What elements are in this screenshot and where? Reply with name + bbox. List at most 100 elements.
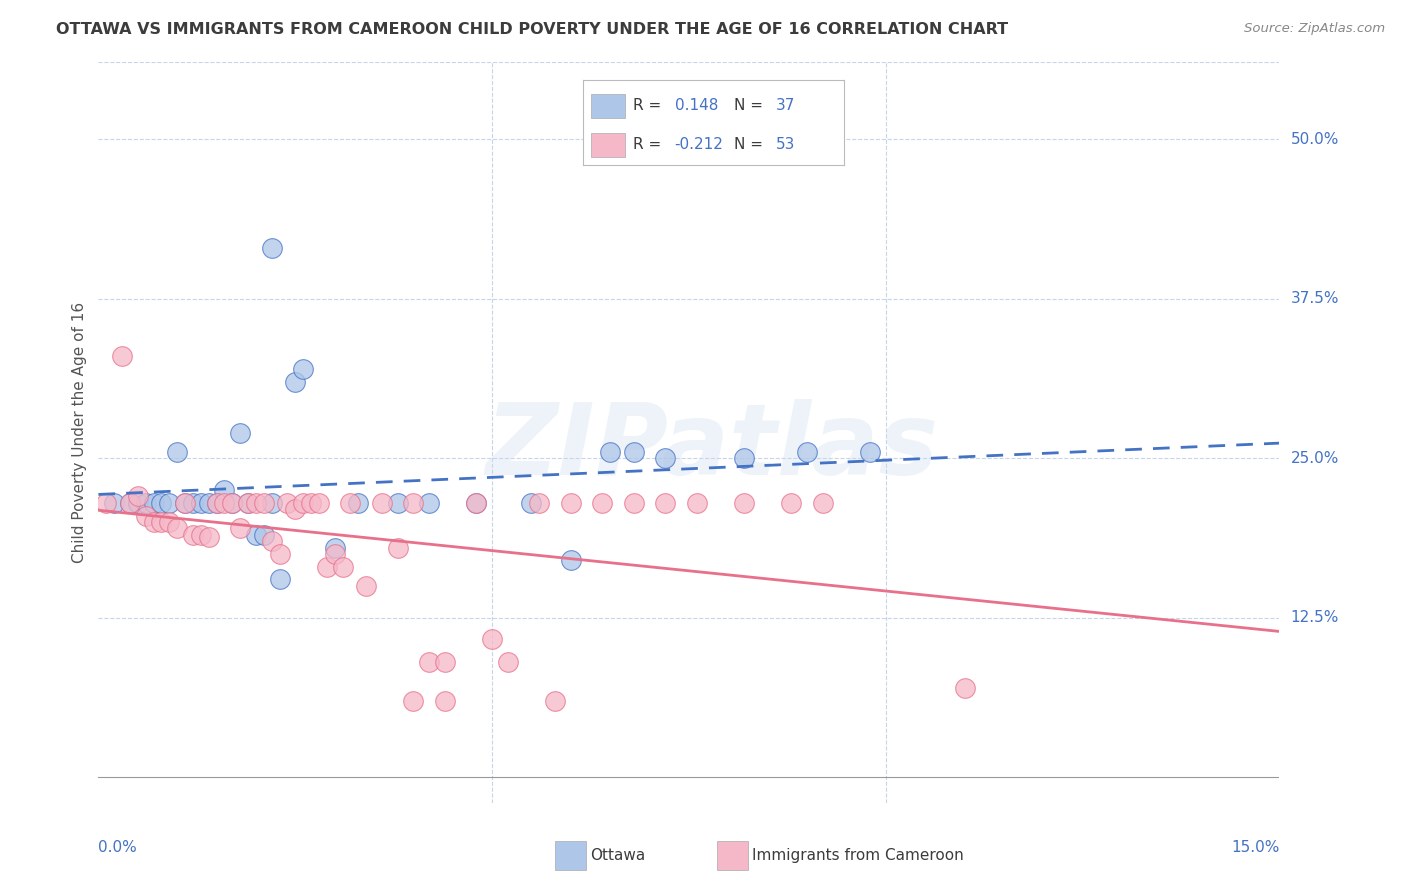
Y-axis label: Child Poverty Under the Age of 16: Child Poverty Under the Age of 16 [72,302,87,563]
Point [529,496,551,510]
Point [260,496,283,510]
Point [332,559,354,574]
Point [111,349,134,363]
Point [654,496,676,510]
Point [339,496,361,510]
Point [229,425,252,440]
Text: 0.148: 0.148 [675,98,718,113]
Point [733,451,755,466]
Point [245,527,267,541]
Point [236,496,259,510]
Point [103,496,125,510]
Point [205,496,228,510]
Point [253,496,276,510]
Point [560,496,582,510]
Point [157,515,180,529]
Point [347,496,370,510]
Point [292,361,315,376]
Text: 0.0%: 0.0% [98,840,138,855]
Point [284,502,307,516]
Text: Source: ZipAtlas.com: Source: ZipAtlas.com [1244,22,1385,36]
Point [205,496,228,510]
Bar [592,94,626,118]
Point [221,496,243,510]
Point [323,541,346,555]
Point [135,508,157,523]
Point [197,530,219,544]
Point [253,527,276,541]
Text: N =: N = [734,137,768,153]
Point [465,496,488,510]
Point [387,496,409,510]
Point [236,496,259,510]
Point [686,496,709,510]
Point [127,496,149,510]
Point [308,496,330,510]
Point [465,496,488,510]
Point [127,490,149,504]
Point [811,496,834,510]
Point [323,547,346,561]
Point [387,541,409,555]
Point [418,656,440,670]
Text: N =: N = [734,98,768,113]
Bar [592,133,626,157]
Point [796,444,818,458]
Point [433,656,456,670]
Text: -0.212: -0.212 [675,137,724,153]
Point [157,496,180,510]
Point [418,496,440,510]
Point [214,496,236,510]
Point [181,496,204,510]
Point [150,515,173,529]
Point [299,496,322,510]
Point [733,496,755,510]
Point [315,559,337,574]
Point [269,547,291,561]
Point [284,375,307,389]
Text: R =: R = [633,137,666,153]
Text: 37.5%: 37.5% [1291,291,1339,306]
Point [780,496,803,510]
Point [118,496,141,510]
Point [260,534,283,549]
Point [859,444,882,458]
Point [118,496,141,510]
Point [221,496,243,510]
Point [174,496,197,510]
Point [371,496,394,510]
Point [481,632,503,647]
Point [269,573,291,587]
Point [142,515,165,529]
Text: 50.0%: 50.0% [1291,131,1339,146]
Point [150,496,173,510]
Point [953,681,976,695]
Point [544,694,567,708]
Point [623,444,645,458]
Point [402,496,425,510]
Point [190,527,212,541]
Point [96,496,118,510]
Point [623,496,645,510]
Text: ZIPatlas: ZIPatlas [486,399,939,496]
Point [496,656,519,670]
Point [276,496,298,510]
Point [229,521,252,535]
Text: OTTAWA VS IMMIGRANTS FROM CAMEROON CHILD POVERTY UNDER THE AGE OF 16 CORRELATION: OTTAWA VS IMMIGRANTS FROM CAMEROON CHILD… [56,22,1008,37]
Point [292,496,315,510]
Text: Immigrants from Cameroon: Immigrants from Cameroon [752,848,965,863]
Point [591,496,613,510]
Point [260,240,283,255]
Point [214,483,236,497]
Point [560,553,582,567]
Text: Ottawa: Ottawa [591,848,645,863]
Point [402,694,425,708]
Text: R =: R = [633,98,666,113]
Text: 25.0%: 25.0% [1291,450,1339,466]
Point [245,496,267,510]
Point [166,444,188,458]
Point [599,444,621,458]
Point [190,496,212,510]
Text: 37: 37 [776,98,796,113]
Text: 15.0%: 15.0% [1232,840,1279,855]
